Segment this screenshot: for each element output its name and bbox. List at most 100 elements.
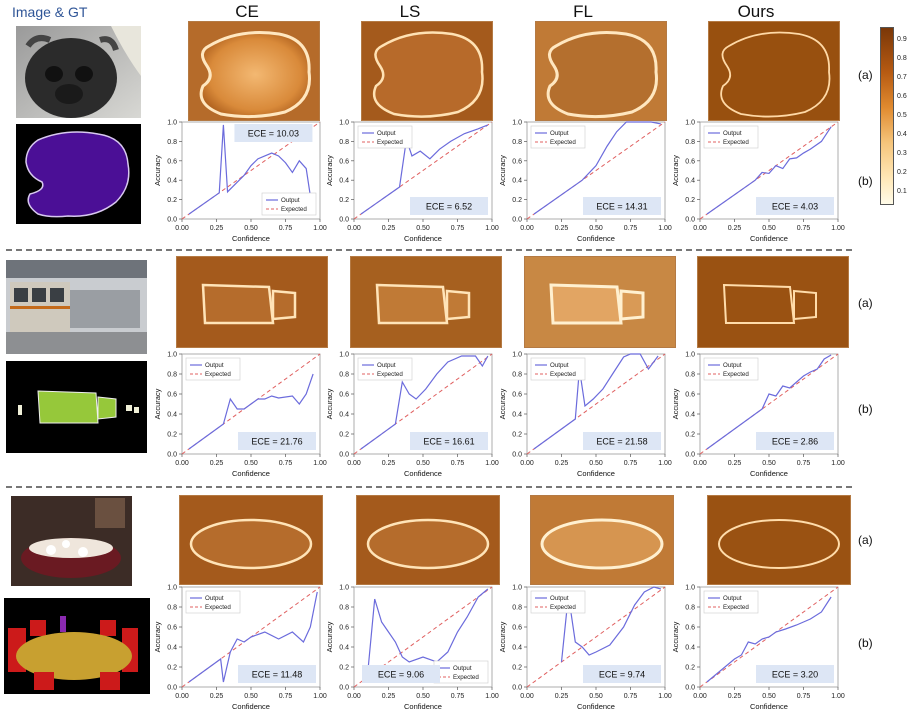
dining-gt-mask — [4, 598, 150, 694]
y-axis-label: Accuracy — [671, 388, 680, 419]
legend-output-label: Output — [281, 197, 300, 204]
x-tick-label: 0.75 — [797, 225, 811, 232]
ece-value: ECE = 9.06 — [378, 670, 424, 680]
legend-box — [703, 590, 759, 614]
y-tick-label: 0.0 — [512, 685, 522, 692]
x-axis-label: Confidence — [577, 469, 615, 478]
y-tick-label: 0.4 — [685, 412, 695, 419]
y-tick-label: 0.6 — [167, 158, 177, 165]
heatmap-ce-row3 — [179, 495, 323, 585]
x-axis-label: Confidence — [404, 702, 442, 711]
x-tick-label: 0.25 — [382, 693, 396, 700]
heatmap-ce-row2 — [176, 256, 328, 348]
ece-badge — [583, 665, 661, 683]
heatmap-ce-row1 — [188, 21, 320, 121]
legend-output-label: Output — [723, 130, 742, 137]
legend-expected-label: Expected — [550, 371, 576, 378]
heatmap-ours-row2 — [697, 256, 849, 348]
y-tick-label: 0.2 — [685, 197, 695, 204]
y-tick-label: 0.4 — [167, 645, 177, 652]
ece-value: ECE = 14.31 — [596, 202, 647, 212]
heatmap-ls-row1 — [361, 21, 493, 121]
y-tick-label: 0.8 — [512, 605, 522, 612]
x-tick-label: 0.50 — [416, 225, 430, 232]
legend-expected-label: Expected — [550, 604, 576, 611]
x-axis-label: Confidence — [750, 469, 788, 478]
legend-expected-label: Expected — [205, 371, 231, 378]
x-tick-label: 0.25 — [728, 693, 742, 700]
x-tick-label: 0.25 — [382, 460, 396, 467]
y-tick-label: 0.0 — [685, 685, 695, 692]
y-tick-label: 0.6 — [167, 392, 177, 399]
y-tick-label: 0.2 — [339, 665, 349, 672]
heatmap-ls-row3 — [356, 495, 500, 585]
heatmap-fl-row1 — [535, 21, 667, 121]
y-tick-label: 0.2 — [339, 197, 349, 204]
y-tick-label: 0.8 — [512, 139, 522, 146]
x-axis-label: Confidence — [404, 234, 442, 243]
reliability-plot-fl-row1: 0.0 0.2 0.4 0.6 0.8 1.0 0.00 0.25 0.50 0.75 1.00 Co… — [498, 120, 672, 244]
x-tick-label: 1.00 — [831, 225, 845, 232]
x-tick-label: 0.25 — [382, 225, 396, 232]
reliability-plot-ce-row1: 0.0 0.2 0.4 0.6 0.8 1.0 0.00 0.25 0.50 0.75 1.00 Co… — [153, 120, 327, 244]
image-gt-header: Image & GT — [12, 4, 88, 20]
reliability-plot-ls-row2: 0.0 0.2 0.4 0.6 0.8 1.0 0.00 0.25 0.50 0.75 1.00 Co… — [325, 352, 499, 479]
y-tick-label: 0.0 — [339, 452, 349, 459]
y-tick-label: 1.0 — [685, 120, 695, 127]
y-tick-label: 0.4 — [339, 645, 349, 652]
output-line — [533, 121, 661, 215]
y-tick-label: 0.2 — [685, 665, 695, 672]
ece-badge — [583, 432, 661, 450]
legend-expected-label: Expected — [550, 139, 576, 146]
colorbar-tick: 0.6 — [897, 93, 907, 100]
x-tick-label: 0.25 — [210, 225, 224, 232]
y-tick-label: 0.0 — [685, 217, 695, 224]
x-tick-label: 1.00 — [658, 460, 672, 467]
legend-output-label: Output — [377, 362, 396, 369]
x-tick-label: 0.50 — [762, 460, 776, 467]
heatmap-ours-row3 — [707, 495, 851, 585]
x-tick-label: 0.25 — [555, 693, 569, 700]
legend-expected-label: Expected — [377, 371, 403, 378]
method-header-ours: Ours — [737, 2, 775, 21]
y-tick-label: 0.0 — [167, 685, 177, 692]
y-tick-label: 0.4 — [167, 412, 177, 419]
y-axis-label: Accuracy — [153, 388, 162, 419]
y-tick-label: 1.0 — [512, 352, 522, 359]
legend-expected-label: Expected — [453, 674, 479, 681]
output-line — [188, 591, 318, 683]
colorbar — [880, 27, 894, 205]
x-tick-label: 0.25 — [728, 460, 742, 467]
output-line — [188, 124, 314, 215]
y-tick-label: 0.0 — [339, 685, 349, 692]
y-tick-label: 0.8 — [167, 605, 177, 612]
x-axis-label: Confidence — [232, 702, 270, 711]
output-line — [367, 588, 489, 673]
x-tick-label: 1.00 — [831, 693, 845, 700]
colorbar-tick: 0.9 — [897, 36, 907, 43]
output-line — [560, 586, 662, 663]
reliability-plot-fl-row3: 0.0 0.2 0.4 0.6 0.8 1.0 0.00 0.25 0.50 0.75 1.00 Co… — [498, 585, 672, 712]
heatmap-ls-row2 — [350, 256, 502, 348]
y-tick-label: 0.2 — [167, 665, 177, 672]
pug-gt-mask — [16, 124, 141, 224]
x-tick-label: 0.25 — [728, 225, 742, 232]
train-gt-mask — [6, 361, 147, 453]
legend-box — [530, 590, 586, 614]
row-tag-a: (a) — [858, 68, 873, 82]
y-tick-label: 0.8 — [685, 605, 695, 612]
legend-box — [530, 125, 586, 149]
x-tick-label: 0.75 — [624, 460, 638, 467]
legend-box — [185, 590, 241, 614]
legend-expected-label: Expected — [377, 139, 403, 146]
ece-value: ECE = 21.76 — [251, 437, 302, 447]
x-axis-label: Confidence — [577, 702, 615, 711]
y-tick-label: 0.6 — [512, 392, 522, 399]
y-tick-label: 1.0 — [167, 352, 177, 359]
y-tick-label: 0.0 — [167, 217, 177, 224]
ece-value: ECE = 11.48 — [252, 670, 303, 680]
y-tick-label: 0.0 — [167, 452, 177, 459]
y-axis-label: Accuracy — [153, 621, 162, 652]
legend-output-label: Output — [377, 130, 396, 137]
x-tick-label: 0.50 — [589, 693, 603, 700]
